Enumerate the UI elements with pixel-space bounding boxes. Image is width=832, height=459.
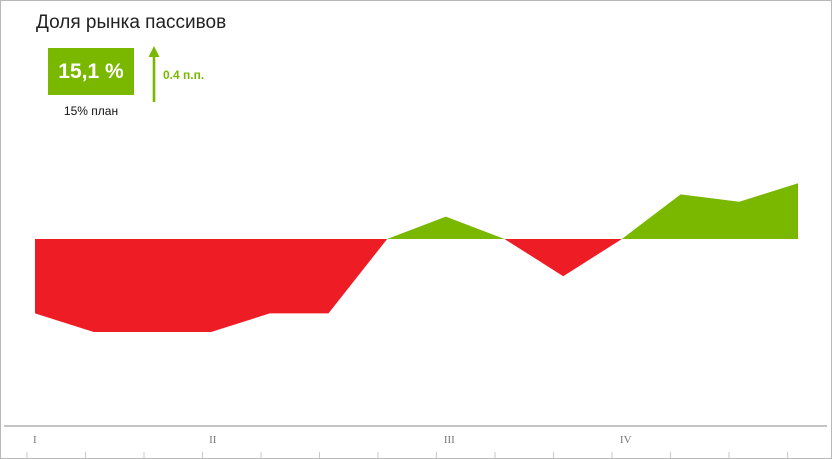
area-above-baseline	[621, 183, 798, 239]
x-tick-label: IV	[620, 434, 632, 446]
area-below-baseline	[504, 239, 622, 277]
x-axis: I II III IV	[4, 425, 827, 458]
area-below-baseline	[35, 239, 388, 332]
kpi-value-badge: 15,1 %	[48, 48, 134, 95]
kpi-plan-label: 15% план	[63, 104, 119, 118]
x-tick-label: II	[209, 434, 217, 446]
x-tick-label: I	[33, 434, 37, 446]
area-above-baseline	[387, 216, 505, 239]
kpi-delta-label: 0.4 п.п.	[163, 68, 205, 82]
chart-title: Доля рынка пассивов	[36, 12, 227, 33]
chart-areas	[35, 183, 798, 332]
x-tick-label: III	[444, 434, 455, 446]
arrow-up-icon	[148, 46, 160, 102]
